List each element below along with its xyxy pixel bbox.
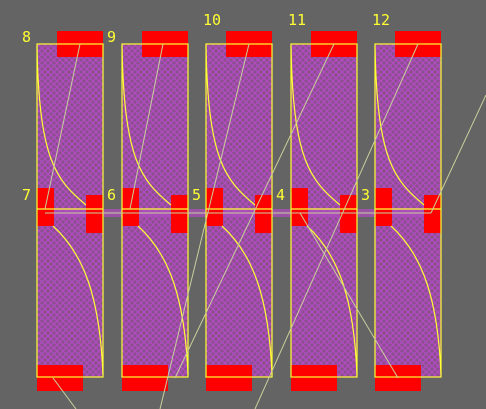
pad-bottom-4[interactable] bbox=[291, 365, 337, 391]
ratsnest-line-5[interactable] bbox=[254, 43, 419, 409]
pad-bottom-3[interactable] bbox=[206, 365, 252, 391]
silkscreen-outlines bbox=[36, 43, 442, 378]
outline-2 bbox=[121, 43, 189, 378]
ratsnest-line-3[interactable] bbox=[159, 43, 250, 409]
ratsnest-line-6[interactable] bbox=[430, 94, 486, 214]
pin-label-6: 6 bbox=[107, 186, 116, 204]
pad-mid-right-2[interactable] bbox=[171, 195, 188, 233]
ratsnest-line-1[interactable] bbox=[44, 43, 81, 210]
outline-4 bbox=[290, 43, 358, 378]
ratsnest-line-9[interactable] bbox=[52, 377, 77, 409]
pad-mid-3[interactable] bbox=[375, 188, 392, 226]
outline-5 bbox=[374, 43, 442, 378]
outline-3 bbox=[205, 43, 273, 378]
pad-mid-right-5[interactable] bbox=[424, 195, 441, 233]
pin-label-7: 7 bbox=[22, 186, 31, 204]
pin-label-12: 12 bbox=[372, 11, 390, 29]
pin-label-10: 10 bbox=[203, 11, 221, 29]
ratsnest-lines bbox=[44, 43, 486, 409]
pad-mid-4[interactable] bbox=[291, 188, 308, 226]
pin-label-9: 9 bbox=[107, 28, 116, 46]
pad-mid-5[interactable] bbox=[206, 188, 223, 226]
pad-bottom-2[interactable] bbox=[122, 365, 168, 391]
pin-labels: 8 9 10 11 12 7 6 5 4 3 bbox=[22, 11, 390, 204]
pin-label-4: 4 bbox=[276, 186, 285, 204]
ratsnest-line-4[interactable] bbox=[174, 43, 335, 379]
pin-label-11: 11 bbox=[288, 11, 306, 29]
ratsnest-line-2[interactable] bbox=[129, 43, 164, 210]
pin-label-8: 8 bbox=[22, 28, 31, 46]
pad-mid-right-1[interactable] bbox=[86, 195, 103, 233]
pad-mid-right-3[interactable] bbox=[255, 195, 272, 233]
outline-1 bbox=[36, 43, 104, 378]
pin-label-3: 3 bbox=[361, 186, 370, 204]
ratsnest-line-8[interactable] bbox=[299, 212, 399, 379]
pin-label-5: 5 bbox=[192, 186, 201, 204]
pad-mid-right-4[interactable] bbox=[340, 195, 357, 233]
